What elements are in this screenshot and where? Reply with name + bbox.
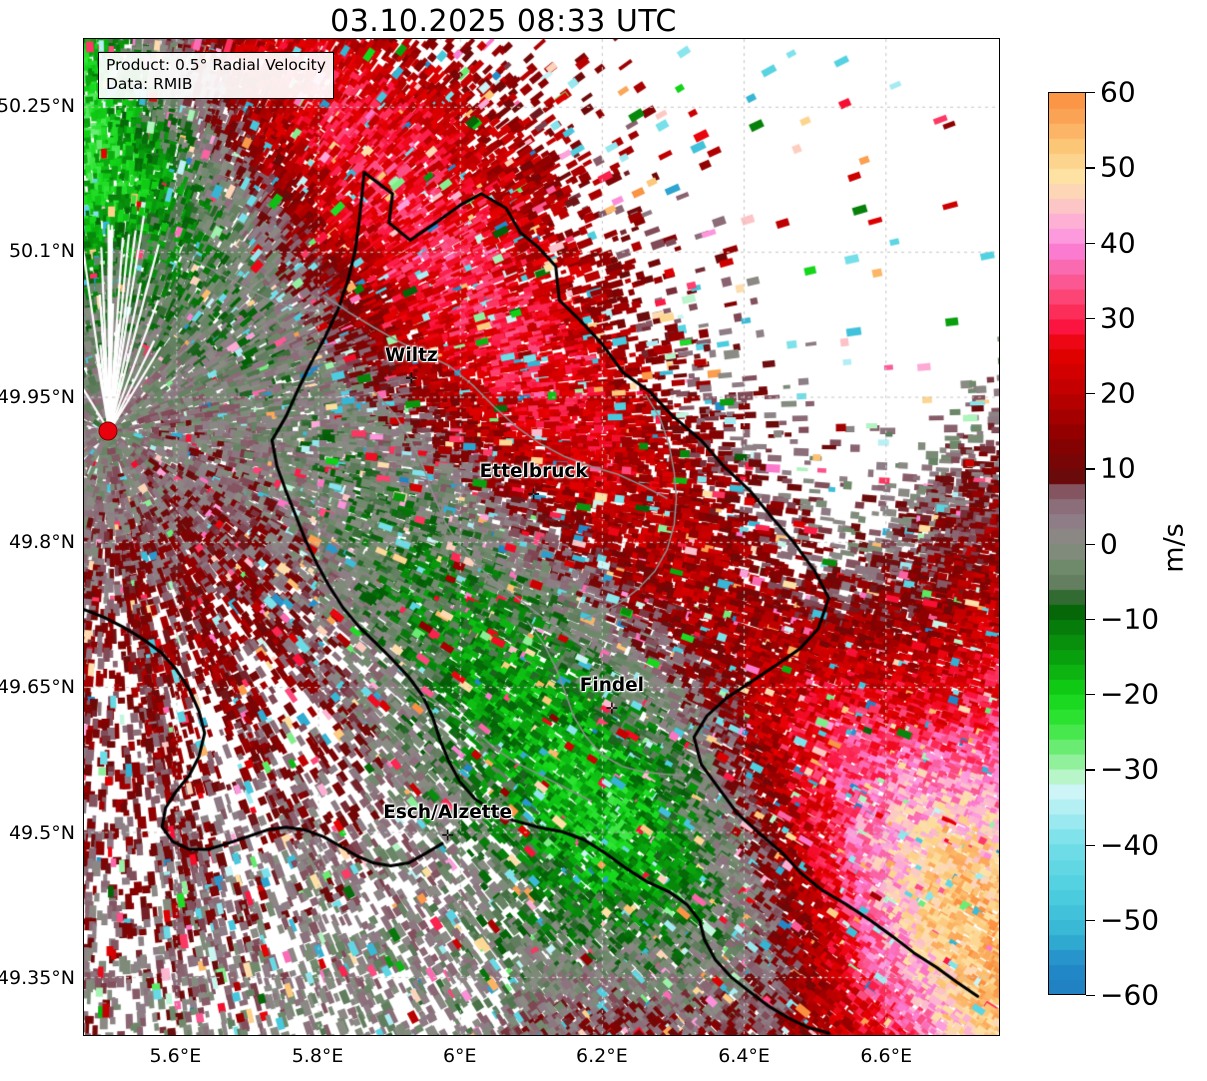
y-tick-label-4: 49.65°N	[0, 676, 75, 699]
city-label-ettelbruck: Ettelbruck	[479, 461, 588, 483]
radar-velocity-field	[84, 39, 999, 1035]
colorbar-tick-label-2: 40	[1100, 226, 1136, 259]
colorbar-tick-9	[1086, 769, 1095, 771]
colorbar-tick-4	[1086, 393, 1095, 395]
colorbar-tick-10	[1086, 844, 1095, 846]
colorbar-tick-0	[1086, 92, 1095, 94]
y-tick-label-3: 49.8°N	[8, 530, 75, 553]
colorbar-tick-label-3: 30	[1100, 301, 1136, 335]
colorbar-title: m/s	[1158, 523, 1190, 573]
x-tick-label-3: 6.2°E	[576, 1045, 628, 1067]
colorbar-tick-label-7: −10	[1100, 602, 1160, 636]
city-label-wiltz: Wiltz	[385, 345, 438, 367]
colorbar-tick-label-1: 50	[1100, 150, 1136, 184]
colorbar-tick-7	[1086, 618, 1095, 621]
y-tick-label-0: 50.25°N	[0, 94, 75, 117]
y-tick-label-6: 49.35°N	[0, 966, 75, 989]
city-marker-findel: ✛	[605, 699, 619, 718]
x-tick-label-2: 6°E	[442, 1045, 477, 1067]
colorbar-tick-6	[1086, 543, 1095, 545]
y-tick-label-5: 49.5°N	[8, 821, 75, 844]
colorbar-tick-12	[1086, 995, 1095, 997]
colorbar[interactable]	[1048, 92, 1086, 995]
city-marker-wiltz: ✛	[405, 369, 418, 388]
colorbar-tick-label-0: 60	[1100, 75, 1136, 109]
radar-site-marker	[98, 421, 118, 441]
colorbar-tick-11	[1086, 919, 1095, 922]
colorbar-tick-5	[1086, 468, 1095, 470]
city-label-esch-alzette: Esch/Alzette	[383, 802, 513, 824]
y-tick-label-1: 50.1°N	[8, 240, 75, 263]
y-tick-label-2: 49.95°N	[0, 385, 75, 408]
colorbar-tick-label-8: −20	[1100, 677, 1160, 711]
colorbar-tick-label-10: −40	[1100, 828, 1160, 861]
info-data-line: Data: RMIB	[106, 75, 193, 93]
x-tick-label-0: 5.6°E	[149, 1045, 202, 1067]
city-marker-ettelbruck: ✛	[527, 485, 540, 504]
city-label-findel: Findel	[579, 675, 644, 697]
colorbar-tick-label-11: −50	[1100, 903, 1160, 937]
colorbar-gradient	[1049, 93, 1085, 994]
city-marker-esch-alzette: ✛	[441, 826, 454, 845]
x-tick-label-5: 6.6°E	[860, 1045, 913, 1067]
info-product-line: Product: 0.5° Radial Velocity	[106, 56, 326, 74]
x-tick-label-1: 5.8°E	[291, 1045, 344, 1067]
colorbar-tick-1	[1086, 167, 1095, 169]
page-title: 03.10.2025 08:33 UTC	[330, 4, 677, 39]
colorbar-tick-8	[1086, 694, 1095, 696]
colorbar-tick-label-6: 0	[1100, 527, 1118, 560]
colorbar-tick-label-5: 10	[1100, 451, 1136, 485]
product-info-box: Product: 0.5° Radial Velocity Data: RMIB	[98, 52, 334, 99]
colorbar-tick-label-12: −60	[1100, 978, 1160, 1012]
colorbar-tick-2	[1086, 242, 1095, 244]
radar-map-plot[interactable]	[83, 38, 1000, 1036]
colorbar-tick-label-4: 20	[1100, 376, 1136, 410]
x-tick-label-4: 6.4°E	[718, 1045, 770, 1067]
colorbar-tick-3	[1086, 317, 1095, 320]
colorbar-tick-label-9: −30	[1100, 752, 1160, 786]
